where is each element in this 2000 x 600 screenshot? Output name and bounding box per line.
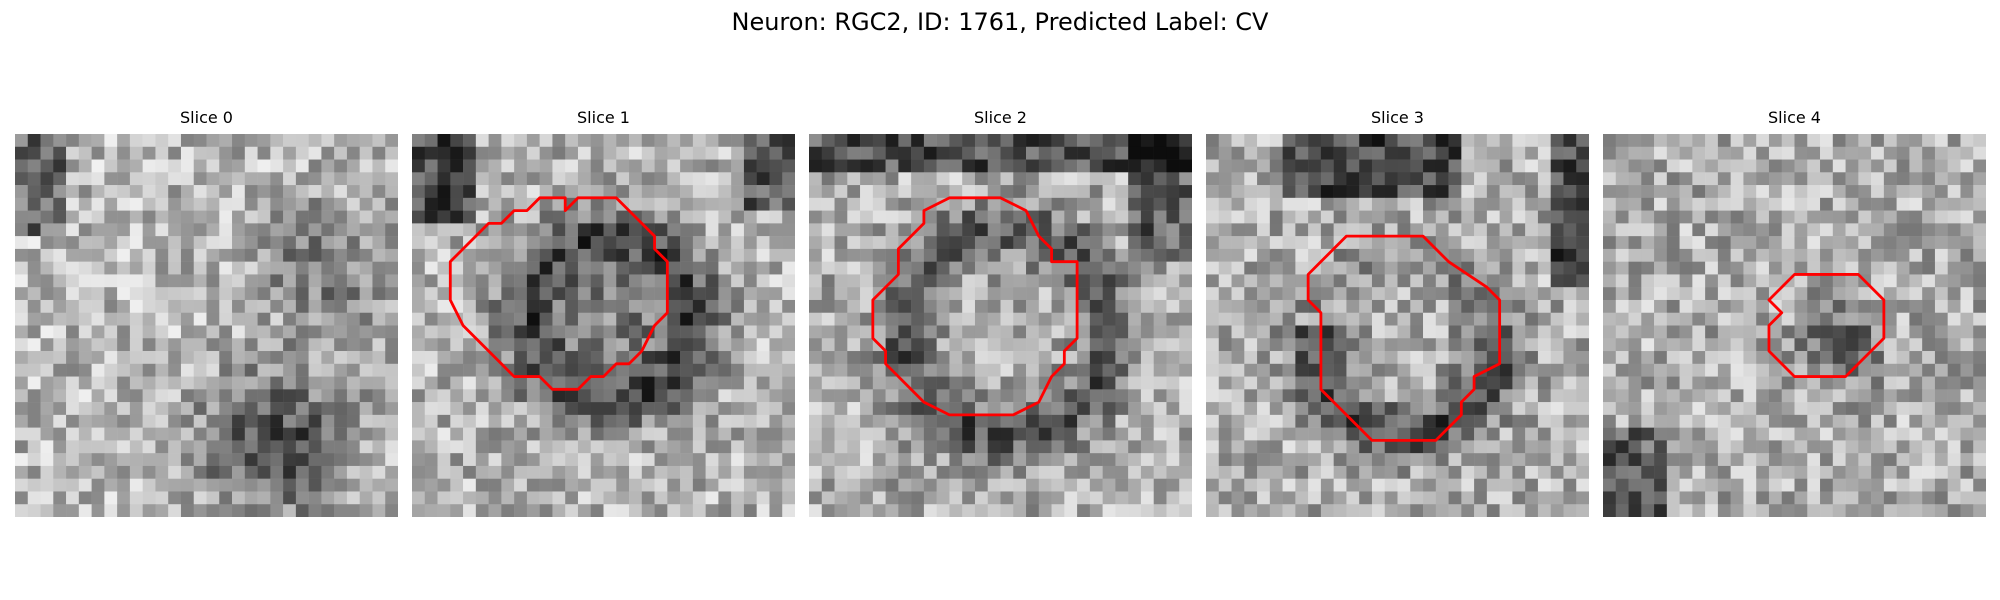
slice-title: Slice 4 — [1768, 108, 1821, 127]
slice-panel-1: Slice 1 — [412, 108, 795, 517]
slice-panel-3: Slice 3 — [1206, 108, 1589, 517]
slice-panel-2: Slice 2 — [809, 108, 1192, 517]
cell-contour — [1767, 273, 1886, 378]
slice-image-0 — [15, 134, 398, 517]
slice-panel-4: Slice 4 — [1603, 108, 1986, 517]
slice-image-2 — [809, 134, 1192, 517]
slice-panel-0: Slice 0 — [15, 108, 398, 517]
slice-image-1 — [412, 134, 795, 517]
slice-image-4 — [1603, 134, 1986, 517]
figure-title: Neuron: RGC2, ID: 1761, Predicted Label:… — [731, 8, 1269, 36]
slice-title: Slice 0 — [180, 108, 233, 127]
cell-contour — [1306, 234, 1502, 442]
slice-title: Slice 1 — [577, 108, 630, 127]
cell-contour — [448, 196, 669, 391]
slice-title: Slice 3 — [1371, 108, 1424, 127]
slice-image-3 — [1206, 134, 1589, 517]
slice-title: Slice 2 — [974, 108, 1027, 127]
cell-contour — [871, 196, 1079, 417]
